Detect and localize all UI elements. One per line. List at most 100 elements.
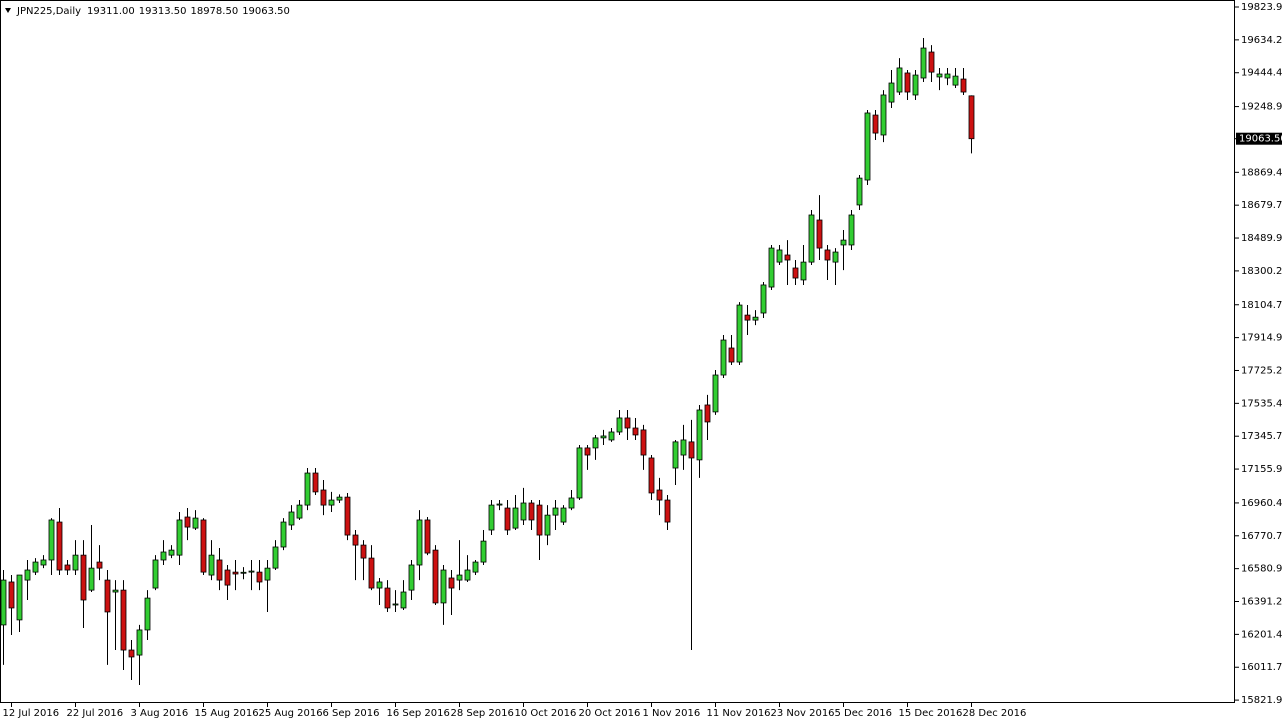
- candle-body: [112, 589, 119, 593]
- candle-body: [536, 504, 543, 536]
- candle-body: [792, 267, 799, 279]
- x-tick-label: 20 Oct 2016: [579, 708, 641, 719]
- candle-body: [632, 427, 639, 436]
- candle-body: [584, 447, 591, 456]
- candle-body: [240, 571, 247, 574]
- candle-body: [432, 549, 439, 604]
- chart-title: JPN225,Daily: [16, 6, 81, 17]
- candle-body: [392, 603, 399, 606]
- candle-body: [152, 559, 159, 589]
- candle-body: [856, 177, 863, 206]
- candle-body: [824, 249, 831, 261]
- candle-body: [864, 112, 871, 181]
- candle-body: [224, 569, 231, 586]
- candle-body: [128, 649, 135, 658]
- candle-body: [472, 561, 479, 573]
- candle-body: [560, 507, 567, 523]
- candle-body: [800, 261, 807, 281]
- candle-body: [448, 577, 455, 589]
- candle-body: [192, 517, 199, 529]
- candle-body: [496, 503, 503, 506]
- y-tick-label: 18300.20: [1241, 266, 1283, 277]
- candle-body: [160, 551, 167, 561]
- candle-body: [616, 417, 623, 433]
- candle-body: [88, 567, 95, 591]
- candle-body: [480, 540, 487, 563]
- x-tick-label: 15 Aug 2016: [195, 708, 259, 719]
- x-tick-label: 11 Nov 2016: [707, 708, 771, 719]
- candle-body: [816, 219, 823, 249]
- candle-body: [216, 559, 223, 581]
- candle-body: [512, 507, 519, 529]
- header-high: 19313.50: [139, 6, 187, 17]
- y-tick-label: 19634.20: [1241, 35, 1283, 46]
- candle-body: [736, 304, 743, 363]
- header-low: 18978.50: [190, 6, 238, 17]
- candle-body: [712, 374, 719, 413]
- candle-body: [744, 314, 751, 321]
- y-tick-label: 16960.45: [1241, 498, 1283, 509]
- candle-body: [408, 564, 415, 591]
- y-tick-label: 18104.70: [1241, 300, 1283, 311]
- last-price-label: 19063.50: [1239, 134, 1283, 145]
- header-close: 19063.50: [242, 6, 290, 17]
- candle-body: [16, 574, 23, 621]
- y-tick-label: 16201.45: [1241, 629, 1283, 640]
- candle-body: [832, 251, 839, 263]
- candle-body: [120, 589, 127, 651]
- y-tick-label: 18489.95: [1241, 233, 1283, 244]
- header-open: 19311.00: [87, 6, 135, 17]
- candle-body: [288, 511, 295, 526]
- candle-body: [104, 579, 111, 613]
- candle-body: [344, 496, 351, 536]
- candle-body: [232, 571, 239, 575]
- candle-body: [328, 499, 335, 506]
- y-tick-label: 19823.95: [1241, 2, 1283, 13]
- last-price-box: [1236, 132, 1282, 145]
- candle-body: [280, 521, 287, 548]
- candle-body: [528, 502, 535, 521]
- candle-body: [808, 214, 815, 263]
- y-tick-label: 17345.70: [1241, 431, 1283, 442]
- candle-body: [696, 409, 703, 461]
- y-tick-label: 18869.45: [1241, 167, 1283, 178]
- candle-body: [912, 74, 919, 96]
- candle-body: [144, 597, 151, 631]
- candle-body: [960, 78, 967, 93]
- candle-body: [464, 569, 471, 581]
- chart-header: JPN225,Daily 19311.00 19313.50 18978.50 1906…: [16, 6, 290, 17]
- candle-body: [32, 561, 39, 573]
- candle-body: [968, 95, 975, 140]
- candle-body: [80, 554, 87, 601]
- candle-body: [768, 247, 775, 288]
- x-tick-label: 1 Nov 2016: [643, 708, 701, 719]
- candle-body: [248, 570, 255, 573]
- menu-arrow[interactable]: [5, 8, 11, 13]
- x-tick-label: 15 Dec 2016: [899, 708, 963, 719]
- candle-body: [592, 437, 599, 449]
- candle-body: [488, 504, 495, 531]
- candle-body: [920, 47, 927, 79]
- candle-body: [208, 554, 215, 576]
- x-tick-label: 22 Jul 2016: [67, 708, 124, 719]
- candle-body: [96, 561, 103, 569]
- candle-body: [368, 557, 375, 589]
- candle-body: [760, 284, 767, 314]
- candle-body: [400, 591, 407, 609]
- candle-body: [784, 254, 791, 261]
- candle-body: [168, 549, 175, 556]
- y-tick-label: 19444.45: [1241, 68, 1283, 79]
- candle-body: [904, 72, 911, 93]
- candle-body: [840, 239, 847, 246]
- y-tick-label: 17914.95: [1241, 333, 1283, 344]
- candle-body: [384, 587, 391, 609]
- candle-body: [40, 559, 47, 566]
- candle-body: [880, 94, 887, 136]
- candle-body: [672, 441, 679, 469]
- candle-body: [184, 516, 191, 528]
- candle-body: [896, 67, 903, 93]
- candle-body: [600, 435, 607, 439]
- candle-body: [352, 534, 359, 546]
